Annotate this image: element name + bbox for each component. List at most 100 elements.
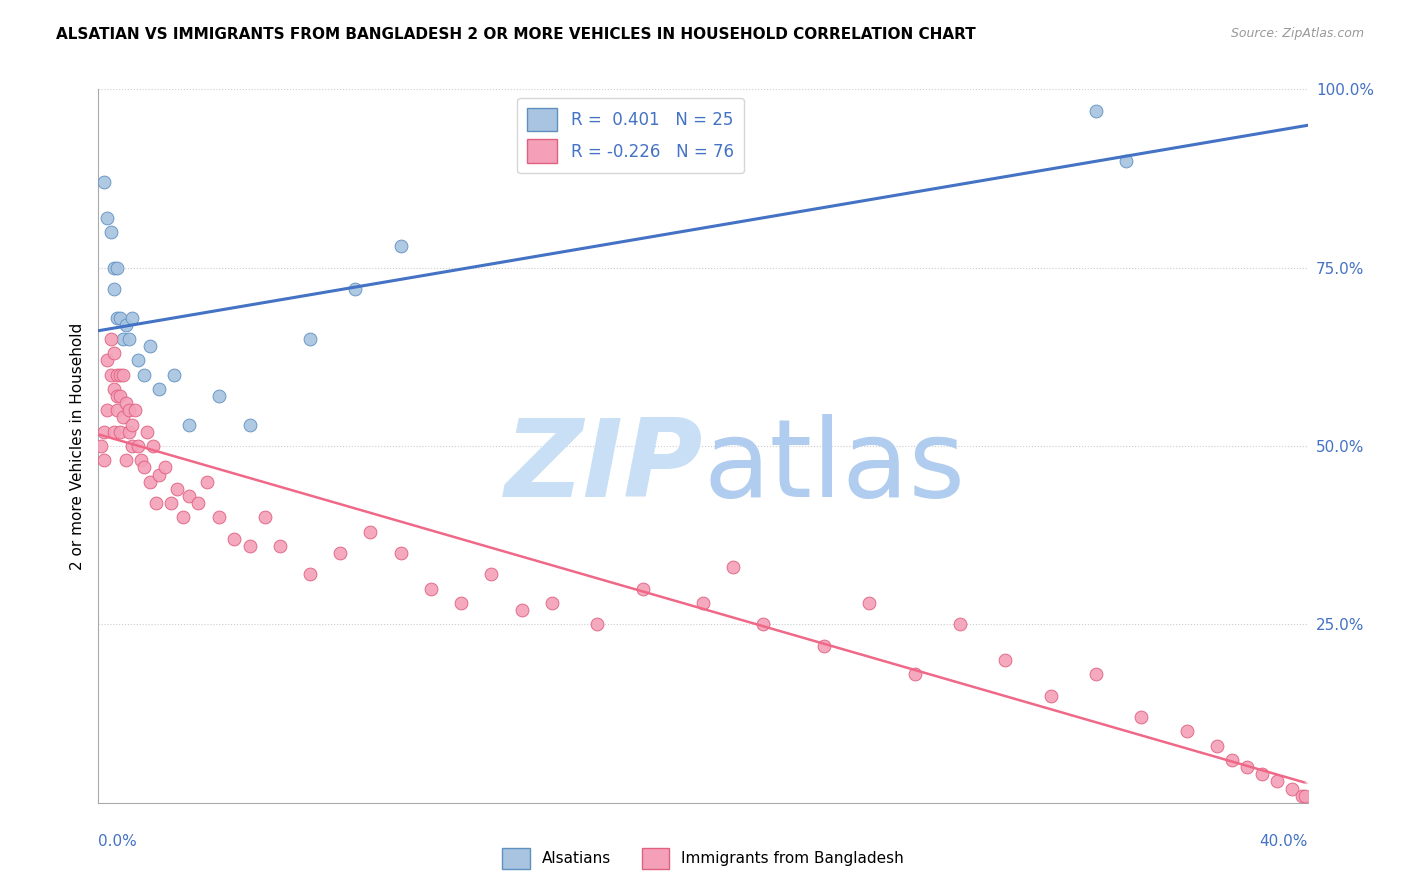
Point: [187, 496, 209, 510]
Point: [269, 539, 291, 553]
Text: Source: ZipAtlas.com: Source: ZipAtlas.com: [1230, 27, 1364, 40]
Point: [1281, 781, 1303, 796]
Point: [139, 475, 162, 489]
Point: [1206, 739, 1229, 753]
Point: [145, 496, 167, 510]
Point: [904, 667, 927, 681]
Point: [118, 403, 141, 417]
Point: [389, 239, 412, 253]
Y-axis label: 2 or more Vehicles in Household: 2 or more Vehicles in Household: [69, 322, 84, 570]
Point: [100, 225, 122, 239]
Point: [132, 368, 155, 382]
Point: [100, 368, 122, 382]
Point: [1294, 789, 1316, 803]
Point: [148, 382, 170, 396]
Point: [1220, 753, 1243, 767]
Point: [90, 439, 112, 453]
Point: [108, 310, 131, 325]
Point: [111, 332, 134, 346]
Point: [949, 617, 972, 632]
Point: [329, 546, 352, 560]
Point: [1039, 689, 1062, 703]
Legend: Alsatians, Immigrants from Bangladesh: Alsatians, Immigrants from Bangladesh: [496, 841, 910, 875]
Point: [179, 489, 201, 503]
Point: [360, 524, 382, 539]
Point: [129, 453, 152, 467]
Point: [114, 318, 136, 332]
Point: [121, 310, 143, 325]
Point: [96, 211, 118, 225]
Point: [96, 353, 118, 368]
Point: [389, 546, 412, 560]
Point: [239, 417, 262, 432]
Point: [163, 368, 186, 382]
Point: [100, 332, 122, 346]
Point: [127, 439, 149, 453]
Point: [105, 310, 128, 325]
Point: [1085, 103, 1108, 118]
Point: [118, 425, 141, 439]
Point: [1175, 724, 1198, 739]
Point: [93, 425, 115, 439]
Text: ALSATIAN VS IMMIGRANTS FROM BANGLADESH 2 OR MORE VEHICLES IN HOUSEHOLD CORRELATI: ALSATIAN VS IMMIGRANTS FROM BANGLADESH 2…: [56, 27, 976, 42]
Point: [1251, 767, 1274, 781]
Point: [420, 582, 443, 596]
Point: [1115, 153, 1137, 168]
Point: [1130, 710, 1153, 724]
Point: [105, 368, 128, 382]
Point: [1267, 774, 1289, 789]
Point: [586, 617, 609, 632]
Point: [132, 460, 155, 475]
Point: [105, 389, 128, 403]
Point: [481, 567, 503, 582]
Point: [1085, 667, 1108, 681]
Text: 40.0%: 40.0%: [1260, 834, 1308, 849]
Point: [142, 439, 165, 453]
Point: [111, 410, 134, 425]
Point: [121, 439, 143, 453]
Text: ZIP: ZIP: [505, 415, 703, 520]
Point: [224, 532, 246, 546]
Point: [153, 460, 176, 475]
Point: [121, 417, 143, 432]
Point: [344, 282, 367, 296]
Point: [118, 332, 141, 346]
Point: [111, 368, 134, 382]
Point: [103, 346, 125, 360]
Point: [108, 368, 131, 382]
Point: [135, 425, 157, 439]
Point: [160, 496, 183, 510]
Point: [239, 539, 262, 553]
Point: [510, 603, 533, 617]
Point: [1291, 789, 1313, 803]
Point: [96, 403, 118, 417]
Point: [858, 596, 880, 610]
Point: [103, 382, 125, 396]
Point: [1236, 760, 1258, 774]
Legend: R =  0.401   N = 25, R = -0.226   N = 76: R = 0.401 N = 25, R = -0.226 N = 76: [517, 97, 744, 173]
Point: [208, 510, 231, 524]
Point: [450, 596, 472, 610]
Point: [127, 353, 149, 368]
Point: [994, 653, 1017, 667]
Point: [108, 389, 131, 403]
Point: [752, 617, 775, 632]
Point: [179, 417, 201, 432]
Point: [105, 403, 128, 417]
Point: [114, 396, 136, 410]
Text: 0.0%: 0.0%: [98, 834, 138, 849]
Point: [813, 639, 835, 653]
Point: [299, 567, 322, 582]
Point: [103, 260, 125, 275]
Point: [93, 175, 115, 189]
Point: [108, 425, 131, 439]
Point: [195, 475, 218, 489]
Point: [103, 282, 125, 296]
Point: [139, 339, 162, 353]
Point: [540, 596, 562, 610]
Point: [723, 560, 745, 574]
Text: atlas: atlas: [703, 415, 965, 520]
Point: [124, 403, 146, 417]
Point: [692, 596, 714, 610]
Point: [253, 510, 276, 524]
